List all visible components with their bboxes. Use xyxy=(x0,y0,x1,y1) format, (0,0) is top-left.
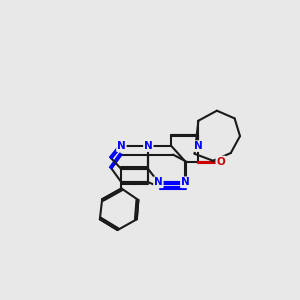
Text: N: N xyxy=(194,141,203,151)
Text: N: N xyxy=(117,141,126,151)
Text: O: O xyxy=(216,157,225,166)
Text: N: N xyxy=(144,141,153,151)
Text: N: N xyxy=(154,177,163,187)
Text: N: N xyxy=(181,177,190,187)
